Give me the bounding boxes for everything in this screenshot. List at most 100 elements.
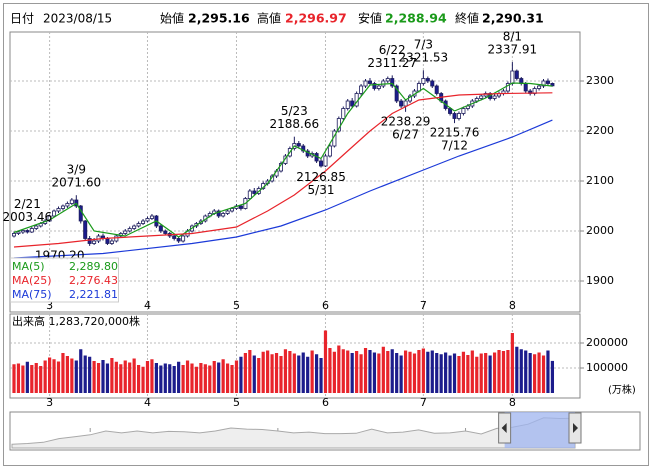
candle-body bbox=[141, 220, 146, 224]
navigator-handle[interactable] bbox=[568, 412, 582, 444]
x-tick-label: 6 bbox=[322, 396, 329, 409]
volume-bar bbox=[533, 354, 537, 393]
volume-bar bbox=[52, 359, 56, 393]
volume-bar bbox=[337, 345, 341, 393]
volume-bar bbox=[16, 363, 21, 393]
volume-bar bbox=[252, 355, 256, 393]
header-value: 2,288.94 bbox=[385, 11, 447, 26]
volume-bar bbox=[439, 354, 443, 393]
candle-body bbox=[60, 205, 65, 209]
volume-bar bbox=[417, 350, 421, 393]
header: 日付 2023/08/15 bbox=[10, 12, 112, 26]
volume-bar bbox=[488, 355, 492, 393]
candle-body bbox=[537, 85, 542, 89]
candle-body bbox=[181, 235, 186, 242]
candle-body bbox=[87, 238, 92, 244]
volume-bar bbox=[546, 350, 550, 393]
candle-body bbox=[176, 238, 181, 242]
candle-body bbox=[105, 238, 110, 244]
candle-body bbox=[34, 225, 39, 229]
annotation-date: 7/12 bbox=[441, 139, 468, 153]
volume-bar bbox=[519, 349, 523, 393]
volume-bar bbox=[101, 360, 105, 393]
volume-bar bbox=[261, 351, 265, 393]
volume-unit: (万株) bbox=[608, 383, 636, 396]
volume-bar bbox=[79, 349, 83, 393]
y-tick-label: 2100 bbox=[586, 174, 614, 187]
annotation-value: 2311.27 bbox=[367, 56, 417, 70]
volume-bar bbox=[355, 351, 359, 393]
candle-body bbox=[69, 199, 74, 204]
volume-bar bbox=[372, 352, 377, 393]
y-tick-label: 2300 bbox=[586, 74, 614, 87]
volume-bar bbox=[350, 353, 354, 393]
volume-bar bbox=[341, 349, 345, 393]
candle-body bbox=[123, 230, 128, 234]
candle-body bbox=[12, 233, 17, 237]
volume-bar bbox=[426, 351, 430, 393]
moving-average bbox=[13, 92, 553, 248]
volume-bar bbox=[377, 353, 381, 393]
candle-body bbox=[109, 240, 114, 244]
volume-bar bbox=[132, 358, 136, 393]
date: 2023/08/15 bbox=[43, 12, 112, 26]
annotation-date: 7/3 bbox=[414, 38, 433, 52]
y-tick-label: 200000 bbox=[586, 336, 628, 349]
annotation-date: 5/31 bbox=[308, 183, 335, 197]
volume-bar bbox=[128, 362, 132, 393]
volume-bar bbox=[199, 363, 203, 393]
annotation-value: 2321.53 bbox=[399, 51, 449, 65]
volume-bar bbox=[274, 353, 279, 393]
volume-bar bbox=[61, 353, 65, 393]
candle-body bbox=[403, 100, 408, 107]
candle-body bbox=[25, 230, 30, 233]
annotation-date: 3/9 bbox=[67, 163, 86, 177]
candle-body bbox=[149, 215, 154, 219]
header-label: 終値 bbox=[455, 11, 479, 26]
annotation-date: 5/23 bbox=[281, 104, 308, 118]
volume-bar bbox=[301, 352, 305, 393]
volume-bar bbox=[368, 350, 372, 393]
volume-bar bbox=[105, 363, 110, 393]
candle-body bbox=[16, 231, 21, 234]
annotation-date: 2/21 bbox=[14, 197, 41, 211]
moving-average bbox=[13, 119, 553, 259]
annotation-value: 2215.76 bbox=[430, 126, 480, 140]
volume-bar bbox=[412, 353, 417, 393]
volume-bar bbox=[163, 363, 167, 393]
volume-bar bbox=[177, 361, 181, 393]
volume-bar bbox=[141, 366, 145, 393]
volume-bar bbox=[323, 330, 328, 393]
volume-bar bbox=[448, 355, 452, 393]
volume-bar bbox=[43, 360, 47, 393]
candle-body bbox=[92, 240, 97, 244]
candle-body bbox=[385, 78, 390, 82]
volume-bar bbox=[257, 358, 261, 393]
volume-bar bbox=[444, 352, 448, 393]
candle-body bbox=[514, 70, 519, 79]
volume-bar bbox=[110, 358, 114, 393]
volume-bar bbox=[359, 354, 363, 393]
candle-body bbox=[479, 95, 484, 99]
candle-body bbox=[20, 230, 25, 233]
volume-bar bbox=[288, 351, 292, 393]
candle-body bbox=[545, 80, 550, 84]
candle-body bbox=[56, 208, 61, 212]
x-tick-label: 3 bbox=[46, 396, 53, 409]
candle-body bbox=[238, 205, 243, 209]
x-tick-label: 7 bbox=[420, 396, 427, 409]
annotation-value: 2188.66 bbox=[270, 117, 320, 131]
volume-bar bbox=[114, 361, 118, 393]
volume-bar bbox=[234, 360, 239, 393]
volume-bar bbox=[306, 356, 310, 393]
navigator-handle[interactable] bbox=[498, 412, 512, 444]
candle-body bbox=[163, 230, 168, 234]
volume-bar bbox=[346, 350, 350, 393]
annotation-value: 2126.85 bbox=[296, 170, 346, 184]
candle-body bbox=[492, 95, 497, 99]
x-tick-label: 4 bbox=[144, 396, 151, 409]
candle-body bbox=[216, 210, 221, 217]
volume-bar bbox=[537, 352, 541, 393]
candle-body bbox=[145, 218, 150, 222]
